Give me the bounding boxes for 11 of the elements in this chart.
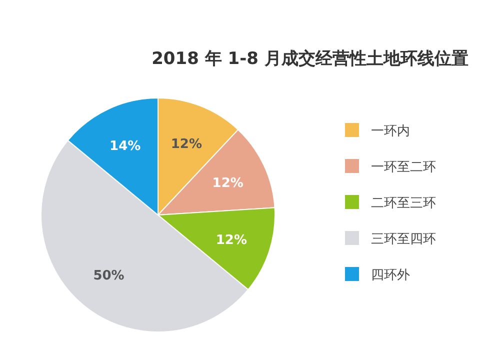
data-label: 12% bbox=[212, 176, 244, 192]
legend-label: 一环内 bbox=[371, 124, 410, 139]
chart-title: 2018 年 1-8 月成交经营性土地环线位置 bbox=[152, 49, 468, 69]
legend-label: 三环至四环 bbox=[371, 232, 436, 247]
data-label: 50% bbox=[93, 268, 124, 284]
legend-label: 四环外 bbox=[371, 268, 410, 283]
legend-label: 二环至三环 bbox=[371, 196, 436, 211]
legend-label: 一环至二环 bbox=[371, 160, 436, 175]
data-label: 12% bbox=[216, 232, 248, 248]
data-label: 14% bbox=[110, 139, 141, 154]
data-label: 12% bbox=[170, 137, 202, 152]
